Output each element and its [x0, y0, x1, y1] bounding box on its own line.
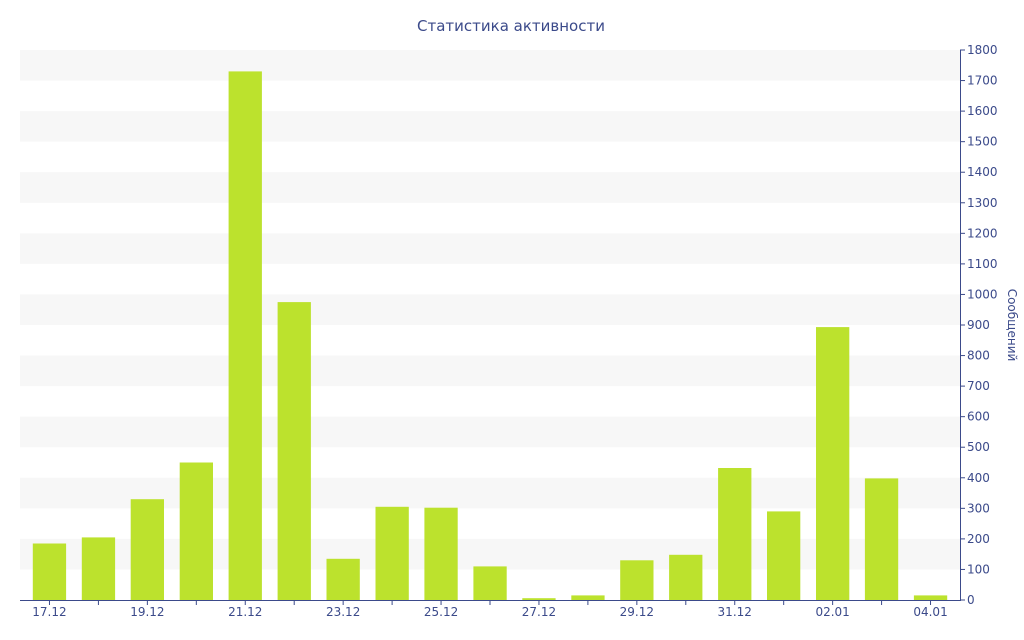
- y-tick-label: 500: [967, 440, 990, 454]
- y-axis-label: Сообщений: [1005, 289, 1019, 362]
- grid-bands: [20, 50, 960, 570]
- y-tick-label: 1500: [967, 135, 998, 149]
- bar-31.12: [718, 468, 752, 600]
- grid-band: [20, 50, 960, 81]
- y-tick-label: 1400: [967, 165, 998, 179]
- y-axis-ticks: 0 100 200 300 400 500 600 700 800 900 1000 1100 1200…: [960, 43, 998, 607]
- bar-18.12: [81, 537, 116, 600]
- bar-26.12: [473, 566, 507, 600]
- bar-28.12: [571, 595, 605, 600]
- x-tick-label: 02.01: [815, 605, 849, 619]
- y-tick-label: 1600: [967, 104, 998, 118]
- y-tick-label: 200: [967, 532, 990, 546]
- grid-band: [20, 172, 960, 203]
- bar-19.12: [130, 499, 164, 600]
- x-tick-label: 23.12: [326, 605, 360, 619]
- grid-band: [20, 477, 960, 509]
- grid-band: [20, 538, 960, 570]
- y-tick-label: 1100: [967, 257, 998, 271]
- x-tick-label: 29.12: [620, 605, 654, 619]
- y-tick-label: 600: [967, 410, 990, 424]
- x-tick-label: 19.12: [130, 605, 164, 619]
- y-tick-label: 1300: [967, 196, 998, 210]
- y-tick-label: 1800: [967, 43, 998, 57]
- x-tick-label: 04.01: [913, 605, 947, 619]
- bar-22.12: [277, 302, 311, 600]
- y-tick-label: 100: [967, 562, 990, 576]
- y-tick-label: 900: [967, 318, 990, 332]
- x-tick-label: 27.12: [522, 605, 556, 619]
- bar-29.12: [620, 560, 654, 600]
- bar-20.12: [179, 462, 213, 600]
- bar-27.12: [522, 598, 556, 600]
- x-tick-label: 25.12: [424, 605, 458, 619]
- x-tick-label: 17.12: [32, 605, 66, 619]
- grid-band: [20, 111, 960, 142]
- y-tick-label: 1000: [967, 287, 998, 301]
- bar-24.12: [375, 506, 409, 600]
- x-axis-ticks: 17.12 19.12 21.12 23.12 25.12 27.12 29.12 31.12…: [32, 600, 948, 619]
- bar-30.12: [669, 554, 703, 600]
- bar-21.12: [228, 71, 262, 600]
- y-tick-label: 400: [967, 471, 990, 485]
- y-tick-label: 800: [967, 349, 990, 363]
- bar-01.01: [767, 511, 801, 600]
- grid-band: [20, 355, 960, 387]
- x-tick-label: 21.12: [228, 605, 262, 619]
- grid-band: [20, 233, 960, 264]
- bar-03.01: [864, 478, 899, 600]
- bar-02.01: [816, 327, 850, 600]
- bar-04.01: [913, 595, 948, 600]
- grid-band: [20, 294, 960, 325]
- chart-title: Статистика активности: [417, 17, 605, 35]
- y-tick-label: 0: [967, 593, 975, 607]
- y-tick-label: 1200: [967, 226, 998, 240]
- bar-23.12: [326, 558, 360, 601]
- bar-17.12: [32, 543, 67, 600]
- y-tick-label: 1700: [967, 74, 998, 88]
- y-tick-label: 300: [967, 501, 990, 515]
- grid-band: [20, 416, 960, 448]
- bar-25.12: [424, 507, 458, 600]
- y-tick-label: 700: [967, 379, 990, 393]
- x-tick-label: 31.12: [718, 605, 752, 619]
- bars: [32, 71, 948, 601]
